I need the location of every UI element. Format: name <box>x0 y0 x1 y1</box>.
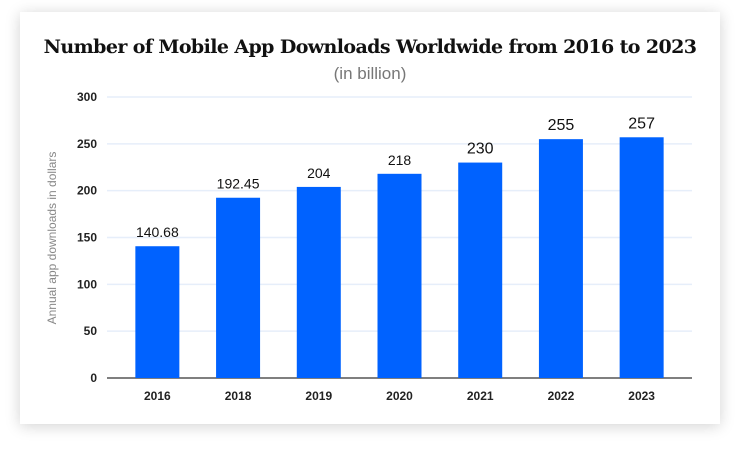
y-tick-label: 0 <box>90 371 97 385</box>
bar-2021 <box>458 162 503 378</box>
bar-2022 <box>538 139 583 378</box>
x-tick-label: 2018 <box>225 389 252 403</box>
data-label: 140.68 <box>136 224 179 240</box>
data-label: 255 <box>548 117 575 134</box>
y-tick-label: 50 <box>84 324 98 338</box>
data-label: 204 <box>307 165 331 181</box>
data-label: 230 <box>467 141 494 158</box>
y-tick-label: 100 <box>77 277 97 291</box>
x-tick-label: 2022 <box>548 389 575 403</box>
chart-subtitle: (in billion) <box>333 64 407 83</box>
bar-2020 <box>377 173 422 378</box>
y-axis-label: Annual app downloads in dollars <box>45 152 59 325</box>
data-label: 192.45 <box>217 176 260 192</box>
bar-2019 <box>296 186 341 378</box>
x-tick-label: 2023 <box>628 389 655 403</box>
x-tick-label: 2020 <box>386 389 413 403</box>
bar-2023 <box>619 137 664 378</box>
y-tick-label: 250 <box>77 137 97 151</box>
chart-title: Number of Mobile App Downloads Worldwide… <box>43 36 697 58</box>
bar-2018 <box>216 197 261 378</box>
x-tick-label: 2021 <box>467 389 494 403</box>
data-label: 218 <box>388 152 412 168</box>
x-tick-label: 2016 <box>144 389 171 403</box>
y-tick-label: 200 <box>77 184 97 198</box>
data-label: 257 <box>628 115 655 132</box>
x-tick-label: 2019 <box>305 389 332 403</box>
bar-2016 <box>135 246 180 378</box>
y-tick-label: 150 <box>77 231 97 245</box>
y-tick-label: 300 <box>77 90 97 104</box>
